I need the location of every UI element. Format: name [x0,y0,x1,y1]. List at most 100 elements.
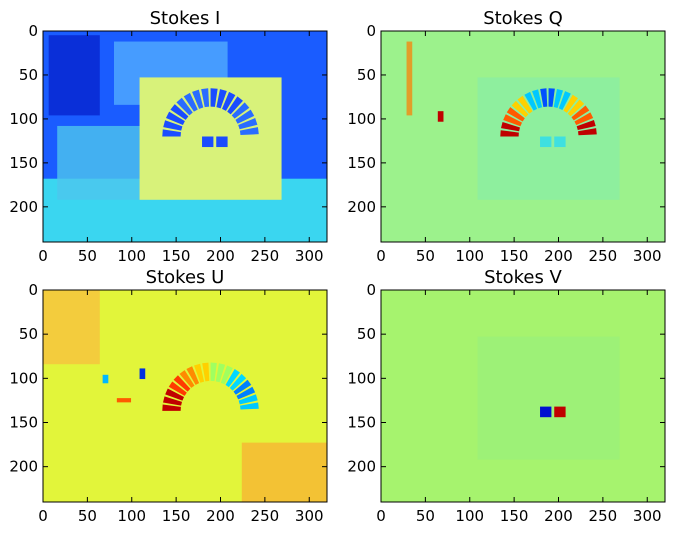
arc-segment [216,89,227,109]
panel-title: Stokes I [150,8,221,29]
arc-segment [558,91,571,110]
arc-segment [576,119,596,131]
x-tick-label: 250 [251,507,280,525]
y-tick-label: 50 [19,66,38,84]
y-tick-label: 200 [9,198,38,216]
arc-segment [500,130,519,137]
arc-segment [501,121,521,132]
heatmap-image [43,290,327,502]
arc-segment [222,91,236,111]
y-tick-label: 0 [366,281,376,299]
panel-2: Stokes U 0 50 100 150 200 250 300 0 50 100 150 200 [9,267,328,525]
y-tick-label: 0 [366,22,376,40]
arc-segment [176,97,193,116]
panel-1: Stokes Q 0 50 100 150 200 250 300 0 50 100 150 200 [347,8,666,265]
x-tick-label: 100 [455,507,484,525]
arc-segment [511,100,529,118]
y-tick-label: 150 [347,154,376,172]
arc-segment [574,112,594,126]
arc-segment [503,114,523,127]
arc-segment [210,88,218,107]
arc-segment [553,88,564,108]
x-tick-label: 50 [78,507,97,525]
arc-segment [532,89,543,109]
arc-segment [231,102,250,119]
axes-frame [42,30,328,243]
arc-segment [229,373,247,391]
x-tick-label: 300 [633,507,662,525]
arc-segment [173,375,191,392]
x-tick-label: 200 [206,247,235,265]
x-tick-label: 150 [162,247,191,265]
x-tick-label: 100 [455,247,484,265]
arc-segment [186,366,200,385]
panel-0: Stokes I 0 50 100 150 200 250 300 0 50 100 150 200 [9,8,328,265]
y-tick-label: 100 [347,369,376,387]
arc-segment [163,120,183,131]
arc-segment [239,127,259,136]
arc-segment [202,362,210,382]
arc-segment [165,111,185,126]
x-tick-label: 300 [295,507,324,525]
arc-segment [506,107,525,122]
arc-segment [179,370,195,388]
x-tick-label: 250 [251,247,280,265]
panel-3: Stokes V 0 50 100 150 200 250 300 0 50 100 150 200 [347,267,666,525]
x-tick-label: 50 [78,247,97,265]
x-tick-label: 200 [206,507,235,525]
x-tick-label: 100 [117,247,146,265]
arc-segment [227,96,243,115]
x-tick-label: 200 [544,507,573,525]
x-tick-label: 0 [38,247,48,265]
heatmap-image [43,31,327,242]
x-tick-label: 0 [376,247,386,265]
panel-title: Stokes V [484,267,562,288]
arc-segment [201,88,210,108]
x-tick-label: 150 [500,247,529,265]
panel-title: Stokes U [146,267,225,288]
x-tick-label: 300 [295,247,324,265]
arc-segment [235,109,255,124]
y-tick-label: 200 [347,458,376,476]
arc-segment [578,128,597,136]
arc-segment [194,363,205,383]
arc-segment [563,94,578,113]
x-tick-label: 200 [544,247,573,265]
axes-frame [380,30,666,243]
arc-segment [233,379,252,395]
x-tick-label: 250 [589,507,618,525]
y-tick-label: 200 [347,198,376,216]
x-tick-label: 150 [162,507,191,525]
arc-segment [170,104,189,120]
arc-segment [162,404,181,411]
arc-segment [162,129,181,137]
y-tick-label: 0 [28,22,38,40]
x-tick-label: 0 [38,507,48,525]
x-tick-label: 50 [416,247,435,265]
y-tick-label: 50 [19,325,38,343]
arc-segment [238,394,258,405]
arc-segment [215,363,226,383]
y-tick-label: 150 [9,414,38,432]
heatmap-image [381,31,665,242]
y-tick-label: 150 [347,414,376,432]
arc-segment [238,118,258,130]
arc-segment [540,88,548,108]
arc-segment [236,386,256,400]
arc-segment [163,396,183,406]
arc-segment [567,99,585,117]
y-tick-label: 100 [9,110,38,128]
arc-segment [192,89,204,109]
y-tick-label: 50 [357,66,376,84]
y-tick-label: 200 [9,458,38,476]
x-tick-label: 50 [416,507,435,525]
x-tick-label: 300 [633,247,662,265]
arc-segment [220,365,233,385]
arc-segment [183,92,198,112]
axes-frame [380,289,666,503]
arc-segment [165,388,185,401]
x-tick-label: 0 [376,507,386,525]
arc-segment [571,105,590,121]
axes-frame [42,289,328,503]
